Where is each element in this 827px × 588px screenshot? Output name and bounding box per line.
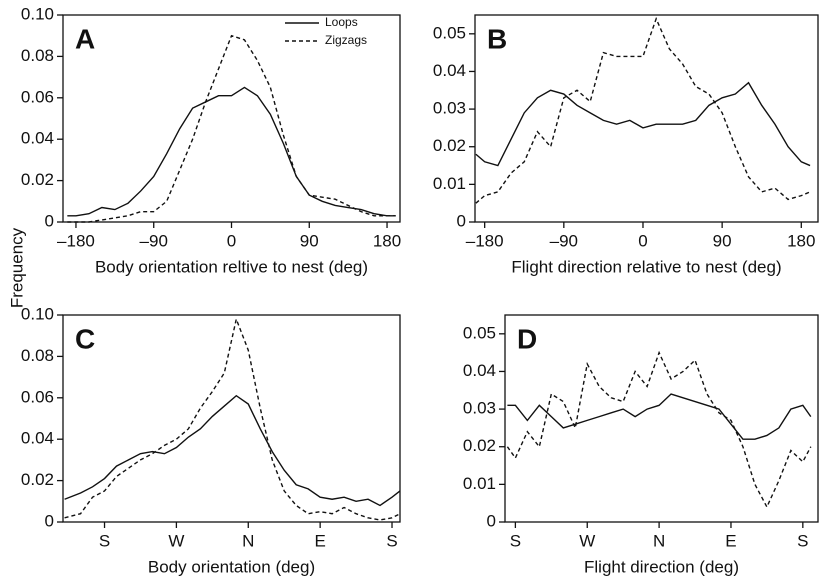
y-tick-label: 0.03 xyxy=(433,99,466,118)
y-tick-label: 0.05 xyxy=(433,23,466,42)
y-tick-label: 0.06 xyxy=(21,87,54,106)
x-tick-label: 180 xyxy=(787,231,815,250)
y-tick-label: 0.01 xyxy=(463,474,496,493)
y-tick-label: 0.02 xyxy=(21,470,54,489)
y-tick-label: 0.01 xyxy=(433,174,466,193)
series-line xyxy=(475,81,811,167)
x-tick-label: 0 xyxy=(638,231,647,250)
x-tick-label: N xyxy=(653,531,665,550)
x-tick-label: S xyxy=(99,531,110,550)
x-axis-label: Body orientation (deg) xyxy=(148,557,315,576)
x-axis-label: Flight direction relative to nest (deg) xyxy=(511,257,781,276)
series-line xyxy=(507,393,812,440)
y-tick-label: 0.03 xyxy=(463,399,496,418)
y-tick-label: 0.04 xyxy=(21,429,54,448)
x-tick-label: E xyxy=(725,531,736,550)
x-tick-label: W xyxy=(579,531,595,550)
series-line xyxy=(475,16,811,204)
panel-label: C xyxy=(75,323,95,354)
plot-frame xyxy=(474,14,819,223)
y-tick-label: 0.04 xyxy=(21,129,54,148)
y-tick-label: 0.04 xyxy=(463,361,496,380)
x-tick-label: S xyxy=(510,531,521,550)
y-tick-label: 0.08 xyxy=(21,346,54,365)
x-tick-label: E xyxy=(314,531,325,550)
y-tick-label: 0.10 xyxy=(21,304,54,323)
y-axis-label: Frequency xyxy=(7,227,26,308)
y-tick-label: 0.04 xyxy=(433,61,466,80)
y-tick-label: 0.02 xyxy=(21,170,54,189)
panel-label: D xyxy=(517,323,537,354)
panel-label: B xyxy=(487,23,507,54)
legend-label: Zigzags xyxy=(325,33,367,47)
y-tick-label: 0 xyxy=(45,211,54,230)
x-tick-label: –180 xyxy=(57,231,95,250)
x-tick-label: –180 xyxy=(466,231,504,250)
y-tick-label: 0.08 xyxy=(21,46,54,65)
y-tick-label: 0 xyxy=(45,511,54,530)
series-line xyxy=(64,316,401,521)
legend-label: Loops xyxy=(325,15,358,29)
x-tick-label: –90 xyxy=(550,231,578,250)
x-tick-label: –90 xyxy=(140,231,168,250)
x-tick-label: 90 xyxy=(713,231,732,250)
x-tick-label: S xyxy=(386,531,397,550)
panel-label: A xyxy=(75,23,95,54)
x-axis-label: Body orientation reltive to nest (deg) xyxy=(95,257,368,276)
x-axis-label: Flight direction (deg) xyxy=(584,557,739,576)
y-tick-label: 0.10 xyxy=(21,4,54,23)
series-line xyxy=(64,394,401,507)
x-tick-label: 180 xyxy=(373,231,401,250)
x-tick-label: 0 xyxy=(227,231,236,250)
y-tick-label: 0.02 xyxy=(463,436,496,455)
y-tick-label: 0 xyxy=(457,211,466,230)
y-tick-label: 0 xyxy=(487,511,496,530)
plot-frame xyxy=(62,314,401,523)
x-tick-label: W xyxy=(168,531,184,550)
series-line xyxy=(506,350,812,509)
x-tick-label: 90 xyxy=(300,231,319,250)
y-tick-label: 0.02 xyxy=(433,136,466,155)
x-tick-label: S xyxy=(797,531,808,550)
plot-frame xyxy=(504,314,819,523)
y-tick-label: 0.05 xyxy=(463,323,496,342)
series-line xyxy=(67,86,396,217)
x-tick-label: N xyxy=(242,531,254,550)
y-tick-label: 0.06 xyxy=(21,387,54,406)
series-line xyxy=(67,34,396,223)
